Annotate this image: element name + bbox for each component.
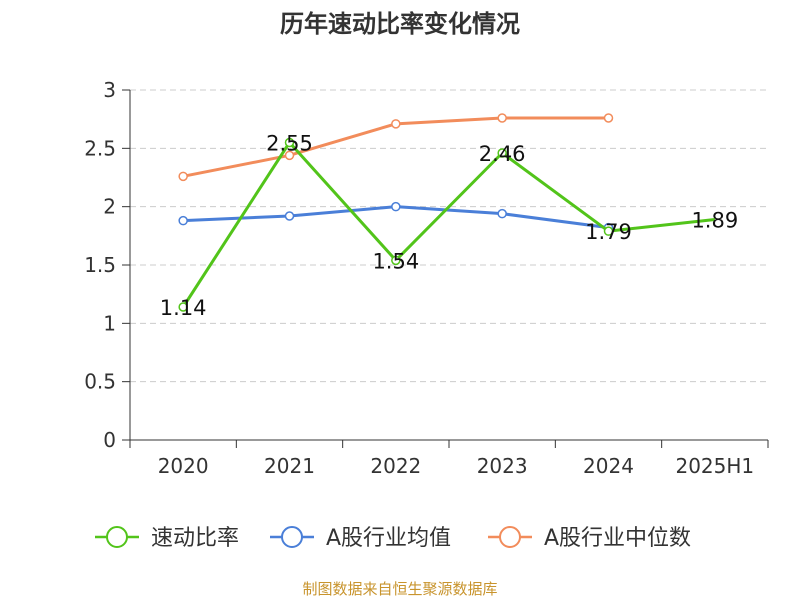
data-point[interactable] [391,255,401,266]
legend-marker [499,526,521,548]
source-note: 制图数据来自恒生聚源数据库 [302,580,497,598]
legend-item-3[interactable]: A股行业中位数 [488,526,691,551]
data-point[interactable] [603,226,614,236]
data-point[interactable] [497,208,507,219]
x-tick-label: 2020 [158,454,209,478]
series-layer [178,113,715,312]
chart-title: 历年速动比率变化情况 [280,10,520,38]
grid-lines [130,89,768,383]
data-point[interactable] [178,302,188,312]
legend-label: A股行业均值 [326,526,451,551]
data-point[interactable] [603,113,614,123]
y-tick-label: 0 [103,428,116,452]
x-tick-label: 2025H1 [675,454,754,478]
data-point[interactable] [284,137,295,148]
x-tick-label: 2021 [264,454,315,478]
x-tick-label: 2023 [477,454,528,478]
data-label: 1.14 [160,296,207,320]
data-point[interactable] [391,201,401,212]
data-point[interactable] [178,171,188,182]
data-label: 1.89 [691,209,738,233]
y-tick-label: 3 [103,78,116,102]
y-tick-label: 1.5 [84,253,116,277]
data-label: 1.54 [372,249,419,273]
y-tick-label: 0.5 [84,370,116,394]
legend-item-2[interactable]: A股行业均值 [270,526,451,551]
legend-label: A股行业中位数 [544,526,691,551]
legend-item-1[interactable]: 速动比率 [95,526,239,551]
legend-marker [106,526,128,548]
data-point[interactable] [497,113,507,123]
data-label: 2.46 [479,142,526,166]
data-point[interactable] [391,119,401,129]
series-1 [178,137,715,312]
series-line [181,141,715,308]
legend-label: 速动比率 [151,526,239,551]
data-point[interactable] [284,150,295,161]
y-tick-label: 2 [103,195,116,219]
x-tick-label: 2024 [583,454,634,478]
y-tick-label: 2.5 [84,136,116,160]
series-3 [178,113,614,182]
data-label: 1.79 [585,220,632,244]
y-tick-label: 1 [103,311,116,335]
axes: 0 0.5 1 1.5 2 2.5 3 2020 2021 2022 2023 2024 2025H1 [84,78,769,478]
legend[interactable]: 速动比率 A股行业均值 A股行业中位数 [95,526,691,551]
data-point[interactable] [497,148,507,158]
data-labels: 1.14 2.55 1.54 2.46 1.79 1.89 [160,132,738,321]
x-tick-label: 2022 [370,454,421,478]
legend-marker [281,526,303,548]
data-point[interactable] [284,211,295,221]
data-label: 2.55 [266,132,313,156]
data-point[interactable] [178,215,188,226]
